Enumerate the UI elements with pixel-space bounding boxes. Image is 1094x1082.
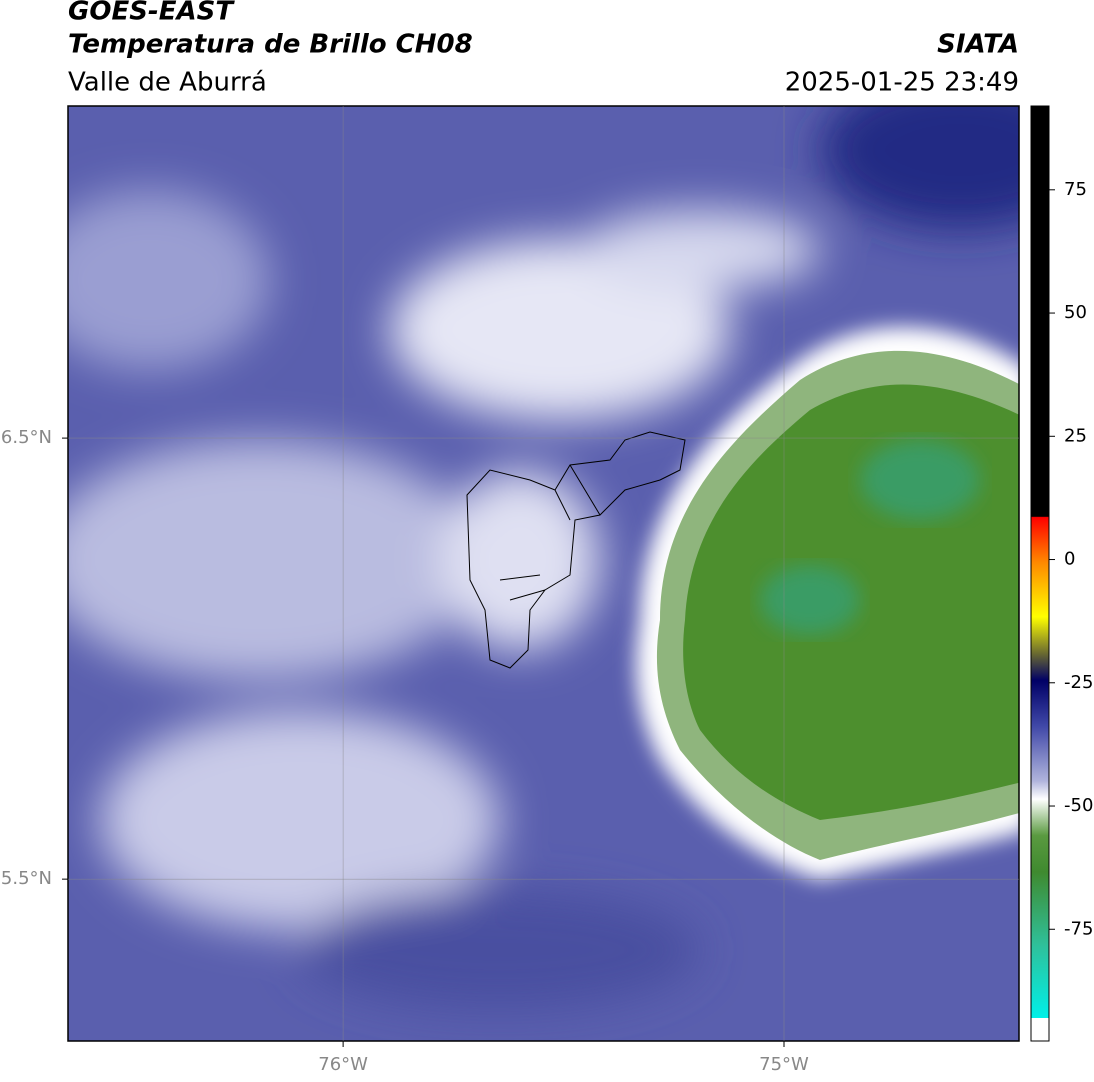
colorbar-tick-label: -75 xyxy=(1064,918,1093,939)
map-frame xyxy=(67,105,1020,1042)
colorbar-frame xyxy=(1030,105,1050,1042)
colorbar-tick-label: -25 xyxy=(1064,672,1093,693)
source: SIATA xyxy=(937,30,1019,60)
y-tick-label: 6.5°N xyxy=(1,427,52,448)
colorbar-tick-label: 50 xyxy=(1064,302,1087,323)
subtitle: Temperatura de Brillo CH08 xyxy=(68,30,473,60)
colorbar-tick-label: 75 xyxy=(1064,179,1087,200)
y-tick-label: 5.5°N xyxy=(1,868,52,889)
title: GOES-EAST xyxy=(68,0,235,27)
timestamp: 2025-01-25 23:49 xyxy=(785,68,1019,98)
x-tick-label: 76°W xyxy=(318,1054,368,1075)
satellite-image xyxy=(68,106,1019,1041)
colorbar-under xyxy=(1031,1018,1049,1041)
colorbar-tick-label: 25 xyxy=(1064,425,1087,446)
x-tick-label: 75°W xyxy=(759,1054,809,1075)
colorbar-tick-label: -50 xyxy=(1064,795,1093,816)
colorbar xyxy=(1031,106,1049,1018)
region: Valle de Aburrá xyxy=(68,68,267,98)
colorbar-tick-label: 0 xyxy=(1064,549,1075,570)
